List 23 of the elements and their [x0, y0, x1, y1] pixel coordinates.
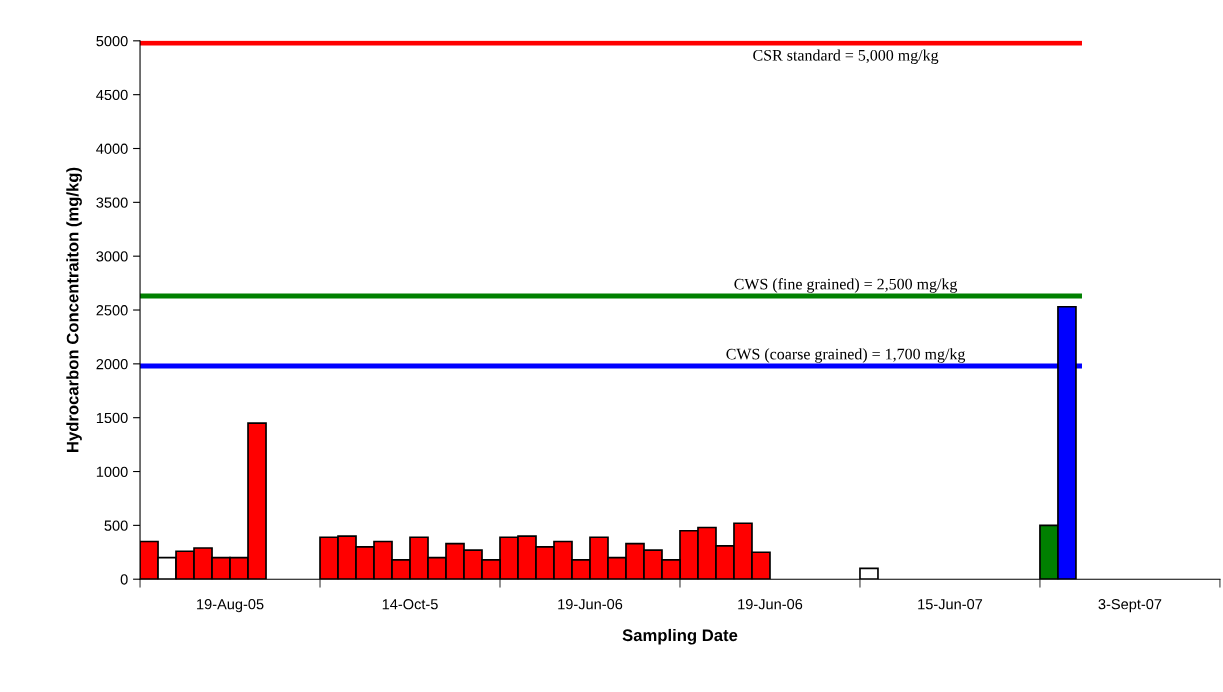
- y-tick-label: 4000: [96, 143, 128, 154]
- x-tick-label: 3-Sept-07: [1098, 599, 1162, 613]
- x-axis-title: Sampling Date: [622, 628, 738, 645]
- x-tick-label: 19-Aug-05: [197, 599, 264, 613]
- y-tick-label: 500: [104, 520, 128, 531]
- y-tick-label: 2500: [96, 305, 128, 316]
- annotation: CWS (fine grained) = 2,500 mg/kg: [734, 278, 958, 293]
- annotation: CSR standard = 5,000 mg/kg: [753, 49, 939, 64]
- y-tick-label: 3500: [96, 197, 128, 208]
- x-tick-label: 19-Jun-06: [558, 599, 623, 610]
- y-axis-title: Hydrocarbon Concentraiton (mg/kg): [66, 167, 82, 452]
- y-tick-label: 1500: [96, 412, 128, 424]
- x-tick-label: 15-Jun-07: [918, 599, 983, 610]
- y-tick-label: 5000: [96, 35, 128, 47]
- y-tick-label: 2000: [96, 358, 128, 370]
- y-tick-label: 0: [120, 574, 128, 585]
- y-tick-label: 4500: [96, 89, 128, 101]
- y-tick-label: 1000: [96, 466, 128, 477]
- bar: [859, 567, 879, 580]
- y-tick-label: 3000: [96, 251, 128, 262]
- x-tick-label: 19-Jun-06: [738, 599, 803, 610]
- annotation: CWS (coarse grained) = 1,700 mg/kg: [726, 348, 966, 363]
- x-tick-label: 14-Oct-5: [382, 599, 438, 610]
